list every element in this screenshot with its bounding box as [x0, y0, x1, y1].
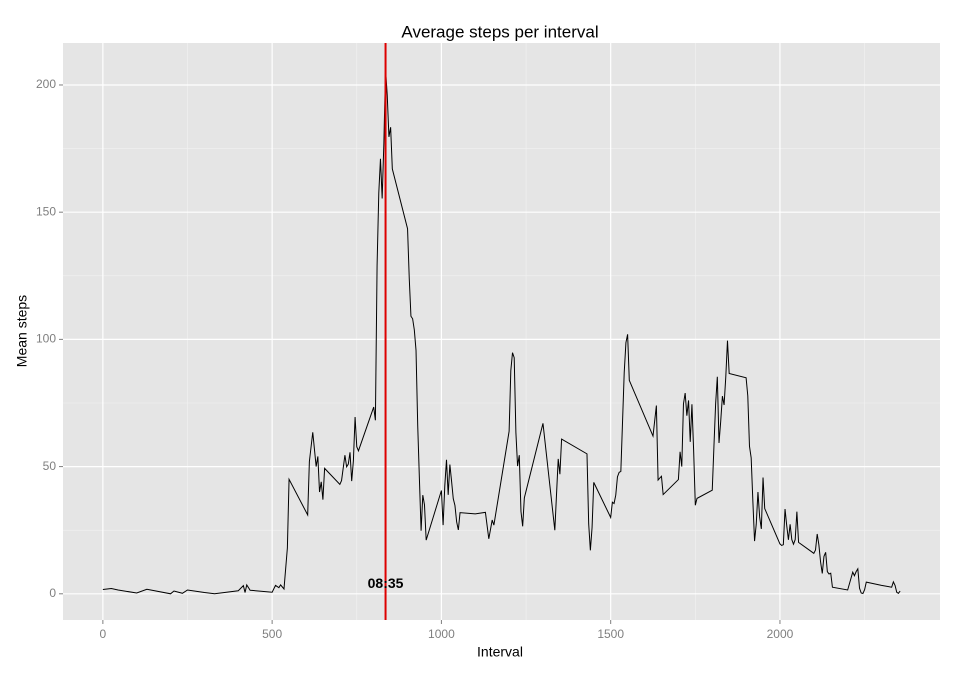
y-tick-label: 50	[43, 459, 57, 473]
x-axis-title: Interval	[477, 644, 523, 660]
x-tick-label: 0	[100, 627, 107, 641]
y-tick-label: 200	[36, 77, 56, 91]
chart-title: Average steps per interval	[401, 22, 598, 41]
line	[102, 69, 901, 595]
y-tick-label: 150	[36, 204, 56, 218]
grid	[63, 43, 940, 620]
annotation: 08:35	[368, 575, 404, 591]
x-tick-label: 500	[262, 627, 282, 641]
plot-panel	[63, 43, 940, 620]
x-tick-label: 2000	[767, 627, 794, 641]
x-tick-label: 1000	[428, 627, 455, 641]
x-tick-label: 1500	[597, 627, 624, 641]
y-axis-title: Mean steps	[14, 295, 30, 367]
y-tick-label: 100	[36, 332, 56, 346]
y-tick-label: 0	[49, 586, 56, 600]
marks	[102, 69, 901, 595]
